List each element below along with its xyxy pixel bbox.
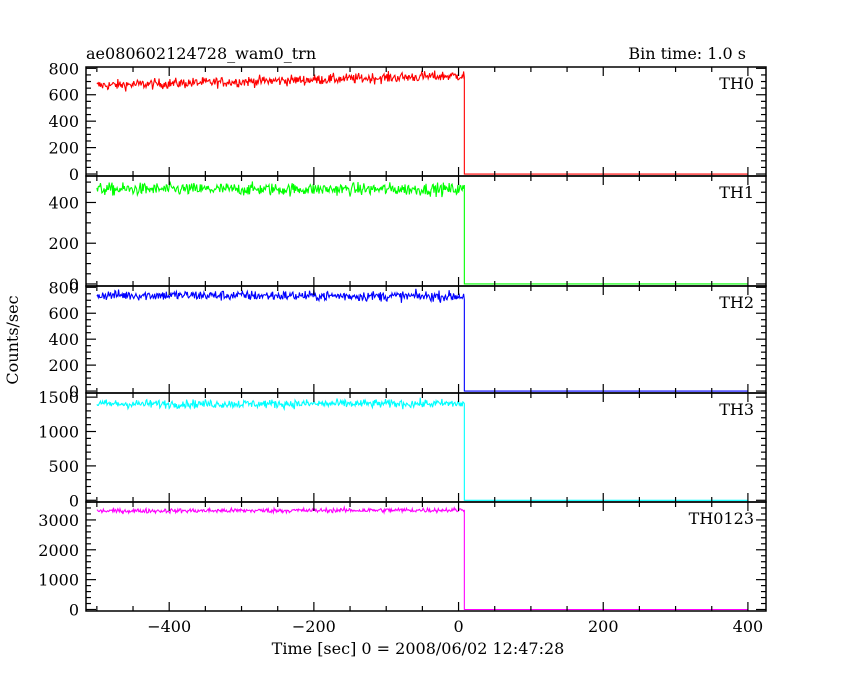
x-tick-label: 0 — [453, 617, 463, 636]
y-tick-label: 400 — [48, 193, 79, 212]
chart-title: ae080602124728_wam0_trn — [86, 44, 316, 63]
series-line-th2 — [96, 288, 748, 392]
x-tick-label: −200 — [292, 617, 336, 636]
y-tick-label: 0 — [69, 601, 79, 620]
y-tick-label: 600 — [48, 304, 79, 323]
y-tick-label: 200 — [48, 139, 79, 158]
x-tick-label: 200 — [588, 617, 619, 636]
panel-th2: 0 200 400 600 800 TH2 — [48, 278, 767, 401]
series-line-th1 — [96, 181, 748, 285]
panel-label-th0: TH0 — [719, 74, 754, 93]
panel-label-th0123: TH0123 — [689, 509, 754, 528]
y-axis-label: Counts/sec — [3, 295, 22, 384]
panel-th1: 0 200 400 TH1 — [48, 175, 767, 294]
series-line-th0123 — [96, 505, 748, 611]
y-tick-label: 0 — [69, 275, 79, 294]
y-tick-label: 0 — [69, 382, 79, 401]
y-tick-label: 200 — [48, 234, 79, 253]
bin-time-label: Bin time: 1.0 s — [628, 44, 746, 63]
panels-group: 0 200 400 600 800 TH0 0 200 400 TH1 0 200 400 600 800 T… — [38, 59, 767, 636]
y-tick-label: 2000 — [38, 541, 79, 560]
panel-label-th2: TH2 — [719, 293, 754, 312]
y-tick-label: 1000 — [38, 571, 79, 590]
y-tick-label: 3000 — [38, 511, 79, 530]
x-tick-label: 400 — [733, 617, 764, 636]
panel-label-th1: TH1 — [719, 183, 754, 202]
y-tick-label: 400 — [48, 330, 79, 349]
y-tick-label: 500 — [48, 457, 79, 476]
y-tick-label: 0 — [69, 165, 79, 184]
y-tick-label: 1000 — [38, 423, 79, 442]
y-tick-label: 0 — [69, 491, 79, 510]
y-tick-label: 1500 — [38, 388, 79, 407]
panel-label-th3: TH3 — [719, 400, 754, 419]
y-tick-label: 400 — [48, 112, 79, 131]
panel-th3: 0 500 1000 1500 TH3 — [38, 388, 767, 510]
x-tick-label: −400 — [147, 617, 191, 636]
panel-frame — [85, 285, 767, 394]
panel-th0123: 0 1000 2000 3000 TH0123 — [38, 501, 767, 620]
y-tick-label: 800 — [48, 278, 79, 297]
y-tick-label: 200 — [48, 356, 79, 375]
panel-frame — [85, 501, 767, 612]
series-line-th3 — [96, 397, 748, 501]
y-tick-label: 600 — [48, 86, 79, 105]
panel-frame — [85, 392, 767, 503]
panel-th0: 0 200 400 600 800 TH0 — [48, 59, 767, 184]
x-axis-label: Time [sec] 0 = 2008/06/02 12:47:28 — [272, 639, 565, 658]
series-line-th0 — [96, 70, 748, 175]
y-tick-label: 800 — [48, 59, 79, 78]
